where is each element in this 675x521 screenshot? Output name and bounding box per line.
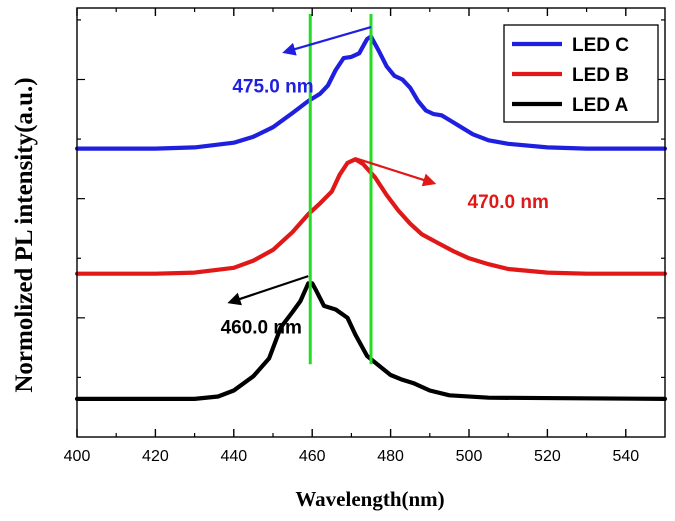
x-axis-title: Wavelength(nm): [295, 487, 444, 511]
annotation-arrow: [227, 275, 309, 306]
y-axis-title: Normolized PL intensity(a.u.): [11, 77, 38, 392]
series-line-led-a: [74, 281, 668, 401]
x-tick-label: 400: [64, 448, 91, 465]
plot-frame: [76, 7, 666, 438]
marker-layer: [308, 13, 373, 365]
axis-layer: 400 420 440 460 480 500 520 540: [64, 7, 666, 465]
annotation-label: 470.0 nm: [468, 192, 549, 213]
annotation-arrow: [282, 26, 372, 56]
annotation-arrow: [354, 157, 437, 187]
x-tick-label: 480: [377, 448, 404, 465]
x-tick-label: 500: [456, 448, 483, 465]
series-layer: [74, 34, 668, 401]
series-line-led-b: [74, 157, 668, 276]
x-tick-label: 540: [612, 448, 639, 465]
annotation-label: 460.0 nm: [221, 317, 302, 338]
x-tick-label: 520: [534, 448, 561, 465]
legend-label-led-a: LED A: [572, 95, 629, 116]
x-tick-label: 460: [299, 448, 326, 465]
legend: LED C LED B LED A: [503, 24, 659, 123]
x-tick-label: 440: [220, 448, 247, 465]
x-tick-label: 420: [142, 448, 169, 465]
legend-label-led-c: LED C: [572, 35, 629, 56]
legend-label-led-b: LED B: [572, 65, 629, 86]
series-line-led-c: [74, 34, 668, 151]
annotation-label: 475.0 nm: [232, 77, 313, 98]
annotation-layer: 475.0 nm 470.0 nm 460.0 nm: [221, 26, 549, 338]
